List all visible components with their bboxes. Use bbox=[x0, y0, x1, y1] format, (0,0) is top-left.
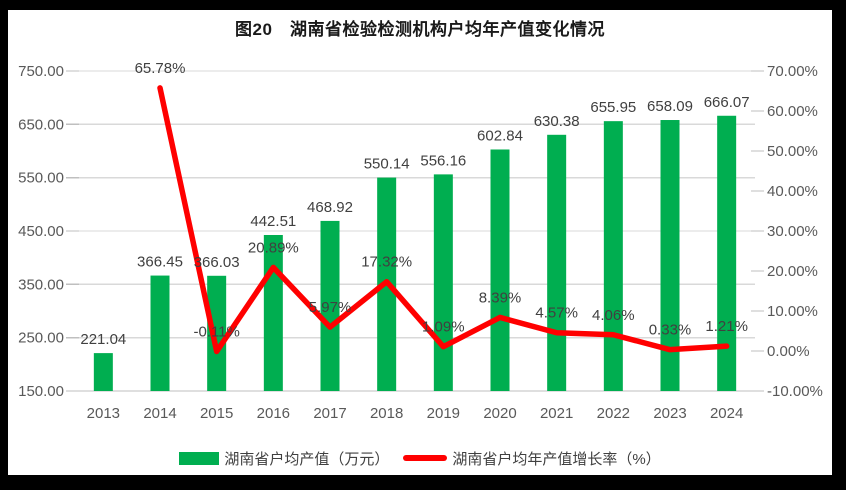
bar-value-label: 550.14 bbox=[364, 156, 410, 173]
line-value-label: 1.09% bbox=[422, 319, 465, 336]
chart-canvas: 图20 湖南省检验检测机构户均年产值变化情况 150.00 250.00 350.0… bbox=[8, 10, 832, 475]
bar-value-label: 602.84 bbox=[477, 127, 523, 144]
right-axis-tick-label: 40.00% bbox=[767, 183, 818, 200]
right-axis-tick-label: 30.00% bbox=[767, 223, 818, 240]
bar bbox=[433, 174, 453, 391]
right-axis-tick-label: 0.00% bbox=[767, 343, 810, 360]
bar-value-label: 221.04 bbox=[80, 331, 126, 348]
line-value-label: 8.39% bbox=[479, 289, 522, 306]
line-value-label: 17.32% bbox=[361, 254, 412, 271]
bar bbox=[547, 134, 567, 391]
line-series-legend-label: 湖南省户均年产值增长率（%） bbox=[452, 450, 661, 468]
left-axis-tick-label: 350.00 bbox=[18, 276, 64, 293]
right-axis-tick-label: 70.00% bbox=[767, 63, 818, 80]
x-axis-year-label: 2013 bbox=[87, 405, 120, 422]
line-value-label: 0.33% bbox=[649, 322, 692, 339]
x-axis-year-label: 2023 bbox=[653, 405, 686, 422]
x-axis-year-label: 2024 bbox=[710, 405, 743, 422]
x-axis-year-label: 2020 bbox=[483, 405, 516, 422]
x-axis-year-label: 2016 bbox=[257, 405, 290, 422]
bar bbox=[717, 115, 737, 391]
line-value-label: 20.89% bbox=[248, 239, 299, 256]
bar bbox=[490, 149, 510, 391]
bar-value-label: 468.92 bbox=[307, 199, 353, 216]
line-value-label: -0.11% bbox=[193, 323, 239, 340]
bar bbox=[603, 121, 623, 391]
chart-legend: 湖南省户均产值（万元） 湖南省户均年产值增长率（%） bbox=[8, 447, 832, 469]
left-axis-tick-label: 550.00 bbox=[18, 170, 64, 187]
x-axis-year-label: 2014 bbox=[143, 405, 176, 422]
right-axis-tick-label: 20.00% bbox=[767, 263, 818, 280]
legend-item-bar-series: 湖南省户均产值（万元） bbox=[179, 448, 389, 469]
x-axis-year-label: 2019 bbox=[427, 405, 460, 422]
left-axis-tick-label: 450.00 bbox=[18, 223, 64, 240]
bar-value-label: 666.07 bbox=[704, 94, 750, 111]
line-value-label: 4.06% bbox=[592, 307, 635, 324]
right-axis-tick-label: 10.00% bbox=[767, 303, 818, 320]
combo-chart-plot: 150.00 250.00 350.00 450.00 550.00 650.00 750.… bbox=[18, 60, 823, 422]
x-axis-year-label: 2021 bbox=[540, 405, 573, 422]
x-axis-year-label: 2017 bbox=[313, 405, 346, 422]
left-axis-tick-label: 250.00 bbox=[18, 330, 64, 347]
bar-value-label: 442.51 bbox=[250, 213, 296, 230]
bar bbox=[263, 234, 283, 391]
bar-value-label: 655.95 bbox=[590, 99, 636, 116]
line-value-label: 65.78% bbox=[135, 60, 186, 77]
x-axis-year-label: 2022 bbox=[597, 405, 630, 422]
growth-rate-line bbox=[157, 85, 730, 355]
right-axis-tick-label: 50.00% bbox=[767, 143, 818, 160]
bar-value-label: 366.45 bbox=[137, 254, 183, 271]
bar bbox=[660, 120, 680, 391]
line-value-label: 4.57% bbox=[535, 305, 578, 322]
legend-item-line-series: 湖南省户均年产值增长率（%） bbox=[403, 448, 661, 469]
x-axis-year-label: 2015 bbox=[200, 405, 233, 422]
bar bbox=[150, 275, 170, 391]
line-value-label: 5.97% bbox=[309, 299, 352, 316]
x-axis-year-label: 2018 bbox=[370, 405, 403, 422]
right-axis-tick-label: -10.00% bbox=[767, 383, 823, 400]
bar bbox=[320, 220, 340, 391]
left-axis-tick-label: 150.00 bbox=[18, 383, 64, 400]
line-series-swatch-icon bbox=[403, 455, 448, 461]
right-axis-tick-label: 60.00% bbox=[767, 103, 818, 120]
bar-series-swatch-icon bbox=[179, 451, 220, 465]
bar-value-label: 556.16 bbox=[420, 152, 466, 169]
left-axis-tick-label: 750.00 bbox=[18, 63, 64, 80]
line-value-label: 1.21% bbox=[705, 318, 748, 335]
left-axis-tick-label: 650.00 bbox=[18, 116, 64, 133]
bar bbox=[207, 275, 227, 391]
bar-value-label: 630.38 bbox=[534, 113, 580, 130]
bar-value-label: 366.03 bbox=[194, 254, 240, 271]
bar bbox=[93, 353, 113, 391]
chart-title: 图20 湖南省检验检测机构户均年产值变化情况 bbox=[235, 20, 605, 39]
bar-series-legend-label: 湖南省户均产值（万元） bbox=[224, 450, 390, 468]
bar-value-label: 658.09 bbox=[647, 98, 693, 115]
